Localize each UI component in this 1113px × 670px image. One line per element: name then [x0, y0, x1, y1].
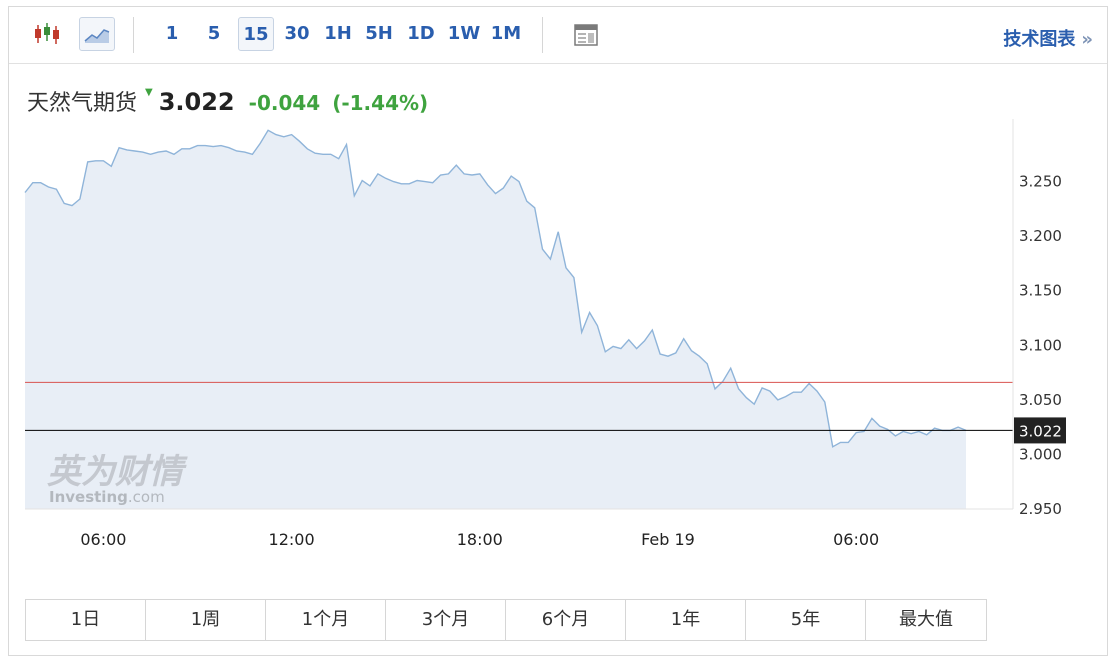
- timeframe-5h[interactable]: 5H: [365, 23, 393, 44]
- timeframe-30min[interactable]: 30: [284, 23, 310, 44]
- range-1-year[interactable]: 1年: [626, 600, 746, 640]
- x-tick-label: 18:00: [457, 530, 503, 549]
- y-axis: 2.950 3.000 3.050 3.100 3.150 3.200 3.250: [1019, 173, 1062, 518]
- current-price-label-box: [1014, 417, 1066, 444]
- y-tick-label: 2.950: [1019, 500, 1062, 518]
- y-tick-label: 3.150: [1019, 282, 1062, 300]
- x-tick-label: Feb 19: [641, 530, 695, 549]
- line-chart-icon[interactable]: [79, 17, 115, 51]
- toolbar-separator: [542, 17, 543, 53]
- technical-chart-label: 技术图表: [1003, 29, 1076, 50]
- price-change: -0.044: [248, 91, 321, 115]
- timeframe-1m[interactable]: 1M: [490, 23, 522, 44]
- layout-icon[interactable]: [574, 24, 598, 46]
- x-axis: 06:00 12:00 18:00 Feb 19 06:00: [80, 530, 879, 549]
- watermark-en: Investing.com: [49, 488, 165, 506]
- y-tick-label: 3.000: [1019, 445, 1062, 463]
- price-line: [24, 129, 967, 448]
- last-price: 3.022: [158, 88, 235, 116]
- price-chart[interactable]: 英为财情 Investing.com 2.950 3.000 3.050 3.100 3…: [9, 7, 1107, 592]
- watermark-en-main: Investing: [49, 488, 128, 506]
- watermark-cn: 英为财情: [47, 452, 188, 492]
- timeframe-1min[interactable]: 1: [165, 23, 179, 44]
- timeframe-1d[interactable]: 1D: [407, 23, 435, 44]
- chart-toolbar: 1 5 15 30 1H 5H 1D 1W 1M 技术图表»: [9, 7, 1107, 64]
- y-tick-label: 3.100: [1019, 336, 1062, 354]
- current-price-label-text: 3.022: [1019, 422, 1062, 440]
- timeframe-15min[interactable]: 15: [238, 17, 274, 51]
- technical-chart-link[interactable]: 技术图表»: [1003, 25, 1093, 51]
- x-tick-label: 12:00: [269, 530, 315, 549]
- current-price-label: 3.022: [1014, 417, 1066, 444]
- toolbar-separator: [133, 17, 134, 53]
- range-3-months[interactable]: 3个月: [386, 600, 506, 640]
- timeframe-1w[interactable]: 1W: [447, 23, 481, 44]
- range-5-years[interactable]: 5年: [746, 600, 866, 640]
- y-tick-label: 3.200: [1019, 227, 1062, 245]
- x-tick-label: 06:00: [80, 530, 126, 549]
- price-change-percent: (-1.44%): [332, 91, 429, 115]
- range-1-week[interactable]: 1周: [146, 600, 266, 640]
- range-selector: 1日 1周 1个月 3个月 6个月 1年 5年 最大值: [25, 599, 987, 641]
- double-chevron-right-icon: »: [1081, 29, 1093, 50]
- chart-widget: 1 5 15 30 1H 5H 1D 1W 1M 技术图表» 天然气期货 ▼ 3.0…: [8, 6, 1108, 656]
- price-area: [25, 130, 966, 510]
- y-tick-label: 3.250: [1019, 173, 1062, 191]
- candlestick-icon[interactable]: [29, 17, 65, 51]
- timeframe-5min[interactable]: 5: [207, 23, 221, 44]
- x-tick-label: 06:00: [833, 530, 879, 549]
- price-direction-icon: ▼: [145, 87, 153, 98]
- range-1-month[interactable]: 1个月: [266, 600, 386, 640]
- y-tick-label: 3.050: [1019, 391, 1062, 409]
- range-6-months[interactable]: 6个月: [506, 600, 626, 640]
- quote-header: 天然气期货 ▼ 3.022 -0.044 (-1.44%): [27, 87, 428, 117]
- range-max[interactable]: 最大值: [866, 600, 986, 640]
- watermark-en-suffix: .com: [128, 488, 165, 506]
- range-1-day[interactable]: 1日: [26, 600, 146, 640]
- timeframe-1h[interactable]: 1H: [324, 23, 352, 44]
- investing-watermark: 英为财情 Investing.com: [47, 452, 188, 506]
- instrument-name: 天然气期货: [27, 91, 138, 116]
